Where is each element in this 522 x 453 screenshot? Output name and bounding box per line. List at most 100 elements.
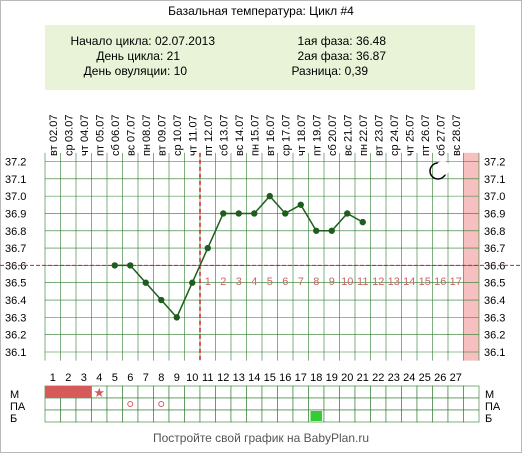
day-number: 16 [279, 372, 291, 384]
marker-cell [137, 385, 154, 399]
marker-cell [215, 397, 232, 411]
row-label-pa-right: ПА [485, 401, 501, 413]
summary-diff: Разница: 0,39 [291, 64, 368, 78]
menses-cell [76, 386, 92, 398]
temperature-point [235, 210, 242, 217]
weekday-label: ср [63, 144, 75, 156]
temperature-point [111, 262, 118, 269]
post-ovulation-day: 16 [434, 276, 446, 288]
marker-cell [261, 385, 278, 399]
marker-cell [463, 385, 480, 399]
markers-table: ★ [44, 385, 480, 423]
post-ovulation-day: 15 [419, 276, 431, 288]
post-ovulation-day: 2 [220, 276, 226, 288]
post-ovulation-day: 10 [341, 276, 353, 288]
y-tick-label-right: 36.2 [484, 330, 505, 342]
start-value: 02.07.2013 [155, 34, 215, 48]
date-label: 21.07 [342, 114, 354, 142]
marker-cell [137, 409, 154, 423]
post-ovulation-day: 1 [205, 276, 211, 288]
marker-cell [261, 409, 278, 423]
diff-value: 0,39 [345, 64, 369, 78]
marker-cell [447, 397, 464, 411]
date-label: 13.07 [218, 114, 230, 142]
temperature-point [173, 314, 180, 321]
post-ovulation-day: 13 [388, 276, 400, 288]
row-label-m-right: М [485, 389, 494, 401]
date-label: 14.07 [234, 114, 246, 142]
plot-area: 37.2 37.2 37.1 37.1 37.0 37.0 36.9 36.9 36.8 36.8… [0, 114, 522, 384]
marker-cell [323, 397, 340, 411]
date-label: 03.07 [63, 114, 75, 142]
post-ovulation-day: 7 [298, 276, 304, 288]
temperature-point [359, 218, 366, 226]
marker-cell [370, 409, 387, 423]
y-tick-label-right: 36.3 [484, 312, 505, 324]
phase1-value: 36.48 [356, 34, 386, 48]
marker-cell [354, 409, 371, 423]
temperature-point [204, 244, 211, 252]
date-label: 20.07 [327, 114, 339, 142]
post-ovulation-day: 6 [282, 276, 288, 288]
marker-cell [184, 385, 201, 399]
day-number: 10 [186, 372, 198, 384]
temperature-point [189, 279, 196, 286]
y-tick-label-left: 36.1 [5, 347, 26, 359]
marker-cell [339, 397, 356, 411]
date-label: 16.07 [265, 114, 277, 142]
post-ovulation-day: 4 [251, 276, 257, 288]
weekday-label: пт [311, 145, 323, 156]
marker-cell [339, 385, 356, 399]
marker-cell [153, 409, 170, 423]
summary-start: Начало цикла: 02.07.2013 [70, 34, 215, 48]
ovulation-value: 10 [174, 64, 188, 78]
marker-cell [106, 409, 123, 423]
marker-cell [277, 409, 294, 423]
marker-cell [401, 409, 418, 423]
post-ovulation-day: 5 [267, 276, 273, 288]
date-label: 07.07 [125, 114, 137, 142]
post-ovulation-day: 8 [313, 276, 319, 288]
day-number: 4 [96, 372, 102, 384]
y-tick-label-right: 36.4 [484, 295, 505, 307]
marker-cell [60, 409, 77, 423]
temperature-point [251, 210, 258, 217]
y-tick-label-left: 36.2 [5, 330, 26, 342]
y-tick-label-left: 37.0 [5, 191, 26, 203]
day-number: 2 [65, 372, 71, 384]
temperature-point [158, 296, 165, 304]
temperature-point [266, 192, 273, 200]
y-tick-label-left: 36.3 [5, 312, 26, 324]
marker-cell [122, 409, 139, 423]
footer-link[interactable]: Постройте свой график на BabyPlan.ru [153, 431, 369, 445]
day-number: 27 [450, 372, 462, 384]
row-label-b-right: Б [485, 413, 492, 425]
post-ovulation-day: 12 [372, 276, 384, 288]
marker-cell [292, 409, 309, 423]
y-tick-label-right: 37.1 [484, 174, 505, 186]
day-number: 22 [372, 372, 384, 384]
day-number: 8 [158, 372, 164, 384]
day-number: 11 [202, 372, 213, 384]
marker-cell [153, 385, 170, 399]
phase2-label: 2ая фаза: [298, 49, 353, 63]
weekday-label: вс [342, 144, 354, 156]
marker-cell [246, 385, 263, 399]
weekday-label: вс [125, 144, 137, 156]
marker-cell [354, 397, 371, 411]
weekday-label: пн [358, 144, 370, 156]
day-number: 20 [341, 372, 353, 384]
intercourse-marker [127, 401, 134, 407]
temperature-point [313, 227, 320, 234]
marker-cell [401, 385, 418, 399]
day-number: 26 [434, 372, 446, 384]
day-number: 15 [264, 372, 276, 384]
marker-cell [339, 409, 356, 423]
weekday-label: пт [420, 145, 432, 156]
day-number: 13 [233, 372, 245, 384]
temperature-point [282, 210, 289, 217]
post-ovulation-day: 9 [329, 276, 335, 288]
summary-phase1: 1ая фаза: 36.48 [298, 34, 387, 48]
day-number: 19 [326, 372, 338, 384]
y-tick-label-left: 36.8 [5, 226, 26, 238]
